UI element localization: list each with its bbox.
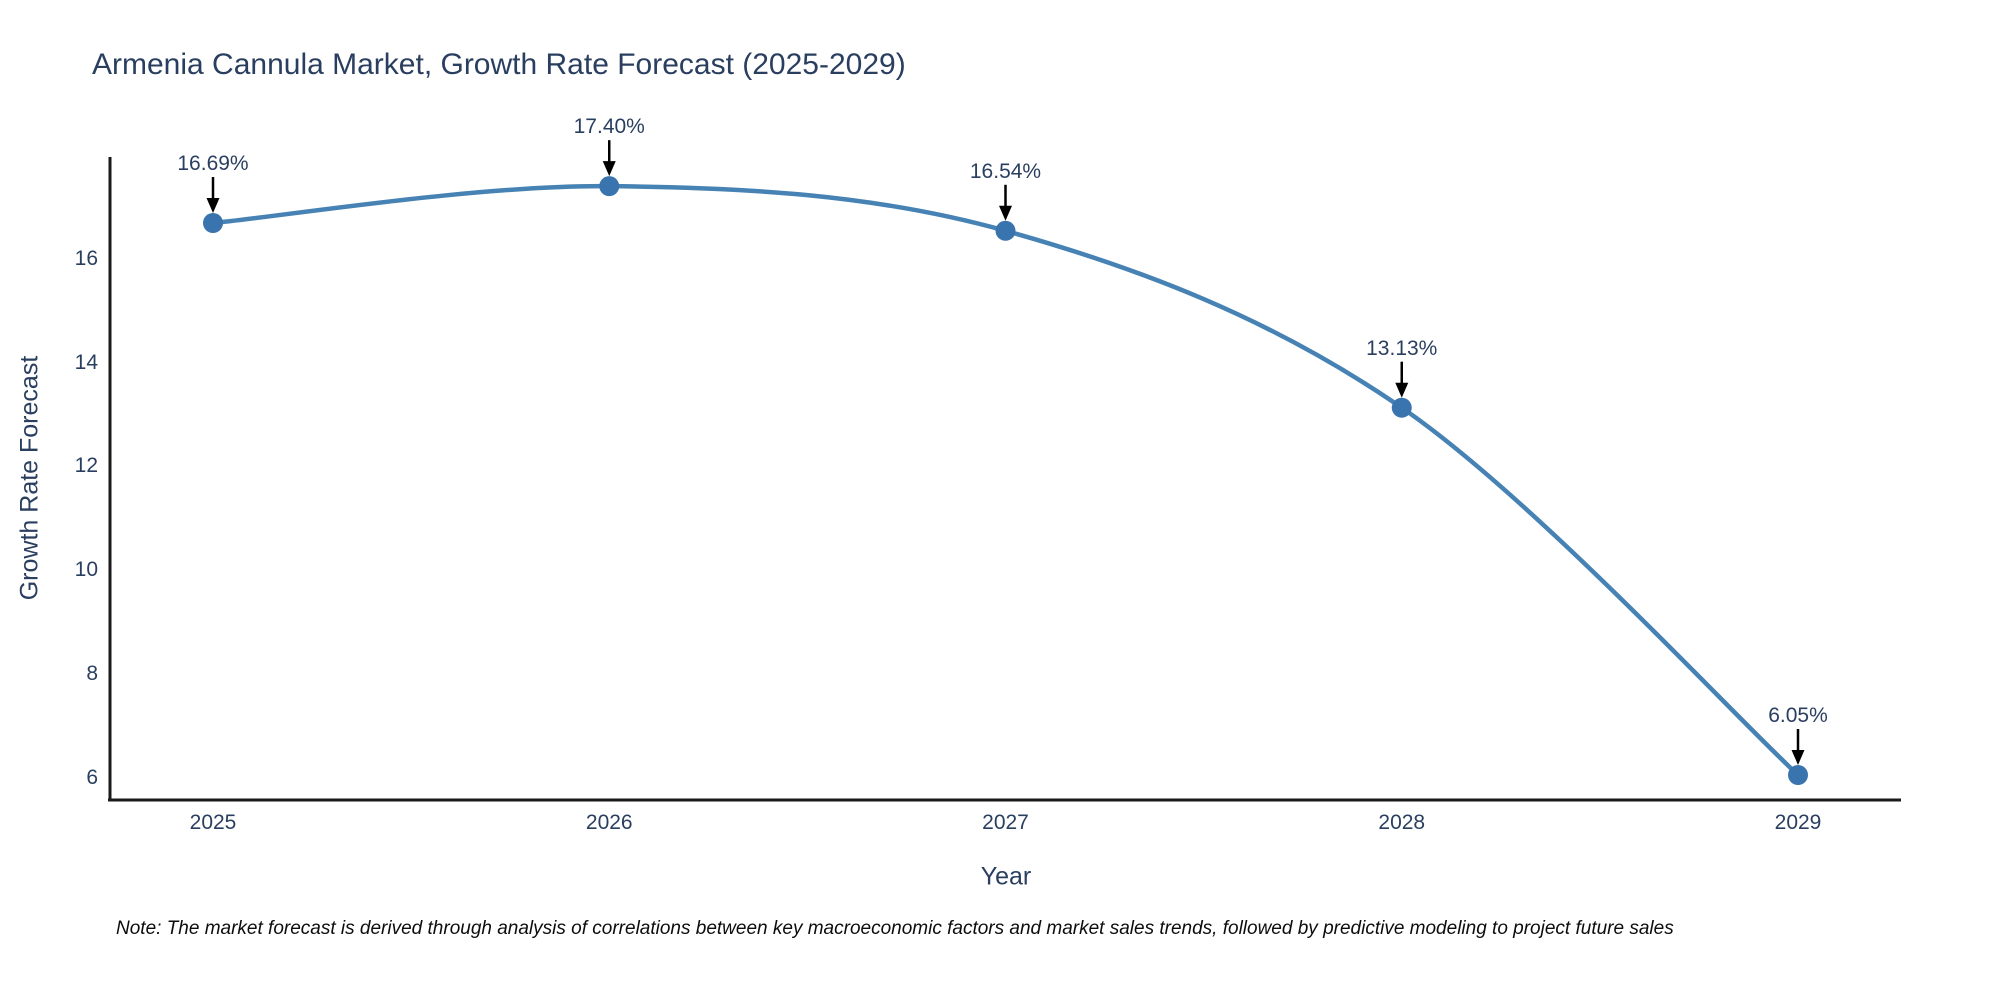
x-tick-label: 2027: [982, 811, 1029, 834]
point-value-label: 6.05%: [1768, 704, 1828, 727]
annotation-arrow-head: [1395, 382, 1409, 398]
data-point-marker: [1788, 765, 1808, 785]
data-point-marker: [995, 220, 1016, 241]
data-point-marker: [599, 176, 620, 197]
data-point-marker: [203, 212, 223, 233]
chart-title: Armenia Cannula Market, Growth Rate Fore…: [92, 48, 906, 81]
annotation-arrow-head: [999, 205, 1012, 221]
annotation-arrow-head: [1791, 750, 1805, 765]
x-tick-label: 2029: [1774, 811, 1822, 834]
y-tick-label: 10: [74, 558, 98, 582]
point-value-label: 16.54%: [969, 159, 1042, 183]
x-tick-label: 2025: [189, 811, 237, 834]
footnote: Note: The market forecast is derived thr…: [116, 918, 1674, 939]
annotation-arrow-head: [602, 161, 616, 177]
y-tick-label: 12: [74, 454, 98, 478]
point-value-label: 13.13%: [1366, 336, 1438, 360]
annotation-arrow-head: [206, 197, 220, 213]
point-value-label: 17.40%: [573, 115, 645, 139]
point-value-label: 16.69%: [177, 151, 249, 175]
forecast-line: [210, 183, 1801, 778]
data-point-marker: [1391, 397, 1412, 418]
x-axis-title: Year: [980, 862, 1032, 891]
y-tick-label: 8: [86, 661, 98, 685]
x-tick-label: 2028: [1378, 811, 1426, 834]
y-tick-label: 6: [86, 765, 98, 789]
y-tick-label: 16: [74, 246, 98, 270]
x-tick-label: 2026: [585, 811, 633, 834]
y-tick-label: 14: [74, 350, 98, 374]
